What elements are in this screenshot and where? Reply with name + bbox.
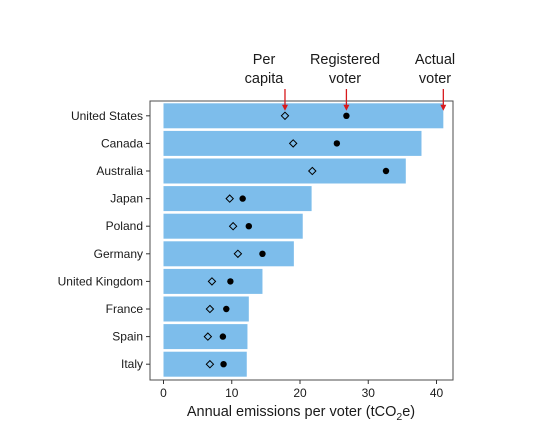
per-capita-point-7 [205, 304, 215, 314]
x-tick-label-4: 40 [430, 386, 444, 400]
bar-8 [163, 324, 248, 350]
y-tick-label-2: Australia [96, 164, 143, 178]
y-tick-label-3: Japan [110, 192, 143, 206]
bar-0 [163, 103, 444, 129]
bars-layer [163, 103, 444, 377]
registered-voter-point-3 [239, 195, 246, 202]
x-tick-label-0: 0 [160, 386, 167, 400]
y-tick-label-6: United Kingdom [58, 274, 143, 288]
bar-4 [163, 213, 303, 239]
y-tick-label-8: Spain [112, 330, 143, 344]
x-axis-title: Annual emissions per voter (tCO2e) [187, 404, 415, 423]
annotation-label-0: Per capita [245, 52, 285, 87]
registered-voter-point-4 [245, 223, 253, 230]
per-capita-point-4 [228, 221, 238, 231]
bar-2 [163, 158, 406, 184]
bar-6 [163, 268, 263, 294]
per-capita-point-1 [288, 139, 298, 148]
x-tick-label-1: 10 [225, 386, 239, 400]
y-tick-label-0: United States [71, 109, 143, 123]
y-tick-label-9: Italy [121, 357, 143, 371]
registered-voter-point-8 [219, 333, 227, 340]
registered-voter-point-7 [223, 305, 230, 313]
registered-voter-point-1 [333, 140, 341, 147]
y-tick-label-1: Canada [101, 136, 143, 150]
bar-5 [163, 241, 294, 267]
bar-1 [163, 130, 422, 156]
registered-voter-point-9 [220, 361, 227, 368]
y-tick-label-5: Germany [94, 247, 143, 261]
registered-voter-point-5 [259, 250, 266, 257]
per-capita-point-9 [205, 359, 215, 369]
per-capita-point-0 [280, 111, 290, 121]
annotation-label-2: Actual voter [415, 52, 455, 87]
annotation-arrow-head-0 [281, 104, 288, 111]
per-capita-point-5 [233, 249, 243, 259]
y-tick-label-4: Poland [106, 219, 143, 233]
x-axis: 0 10 20 30 40 [160, 380, 443, 400]
y-tick-label-7: France [106, 302, 144, 316]
x-tick-label-2: 20 [293, 386, 307, 400]
bar-3 [163, 186, 312, 212]
per-capita-point-2 [307, 166, 317, 176]
per-capita-point-8 [203, 332, 213, 341]
registered-voter-point-2 [382, 167, 390, 175]
annotation-label-1: Registered voter [310, 52, 380, 87]
per-capita-point-3 [225, 194, 235, 203]
registered-voter-point-6 [227, 278, 234, 285]
annotation-arrow-head-1 [343, 104, 350, 111]
bar-9 [163, 351, 247, 377]
x-tick-label-3: 30 [362, 386, 376, 400]
annotations-layer: Per capita Registered voter Actual voter [245, 52, 455, 111]
annotation-arrow-head-2 [440, 104, 447, 111]
y-axis: United States Canada Australia Japan Poland G… [58, 109, 150, 371]
markers-layer [203, 111, 390, 369]
registered-voter-point-0 [343, 112, 350, 120]
per-capita-point-6 [207, 277, 217, 286]
